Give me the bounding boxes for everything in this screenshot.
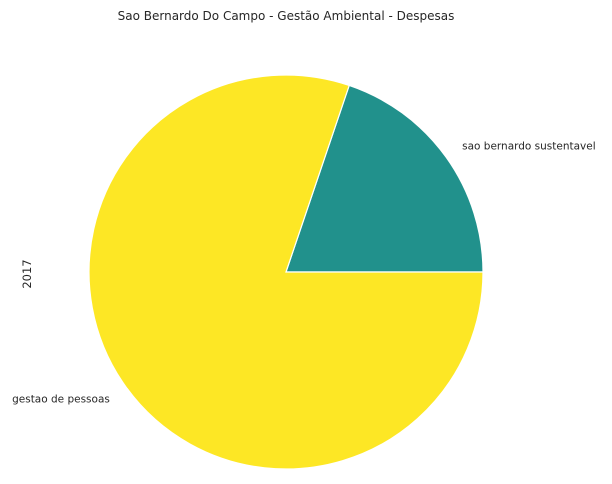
- pie-slice-1: [88, 74, 484, 470]
- pie-slices: [88, 74, 484, 470]
- pie-label-1: gestao de pessoas: [12, 393, 110, 405]
- pie-labels: sao bernardo sustentavel gestao de pessoa…: [12, 141, 596, 406]
- pie-slice-0: [285, 84, 484, 273]
- chart-title: Sao Bernardo Do Campo - Gestão Ambiental…: [118, 9, 455, 23]
- y-axis-label: 2017: [20, 259, 34, 288]
- pie-label-0: sao bernardo sustentavel: [462, 141, 596, 153]
